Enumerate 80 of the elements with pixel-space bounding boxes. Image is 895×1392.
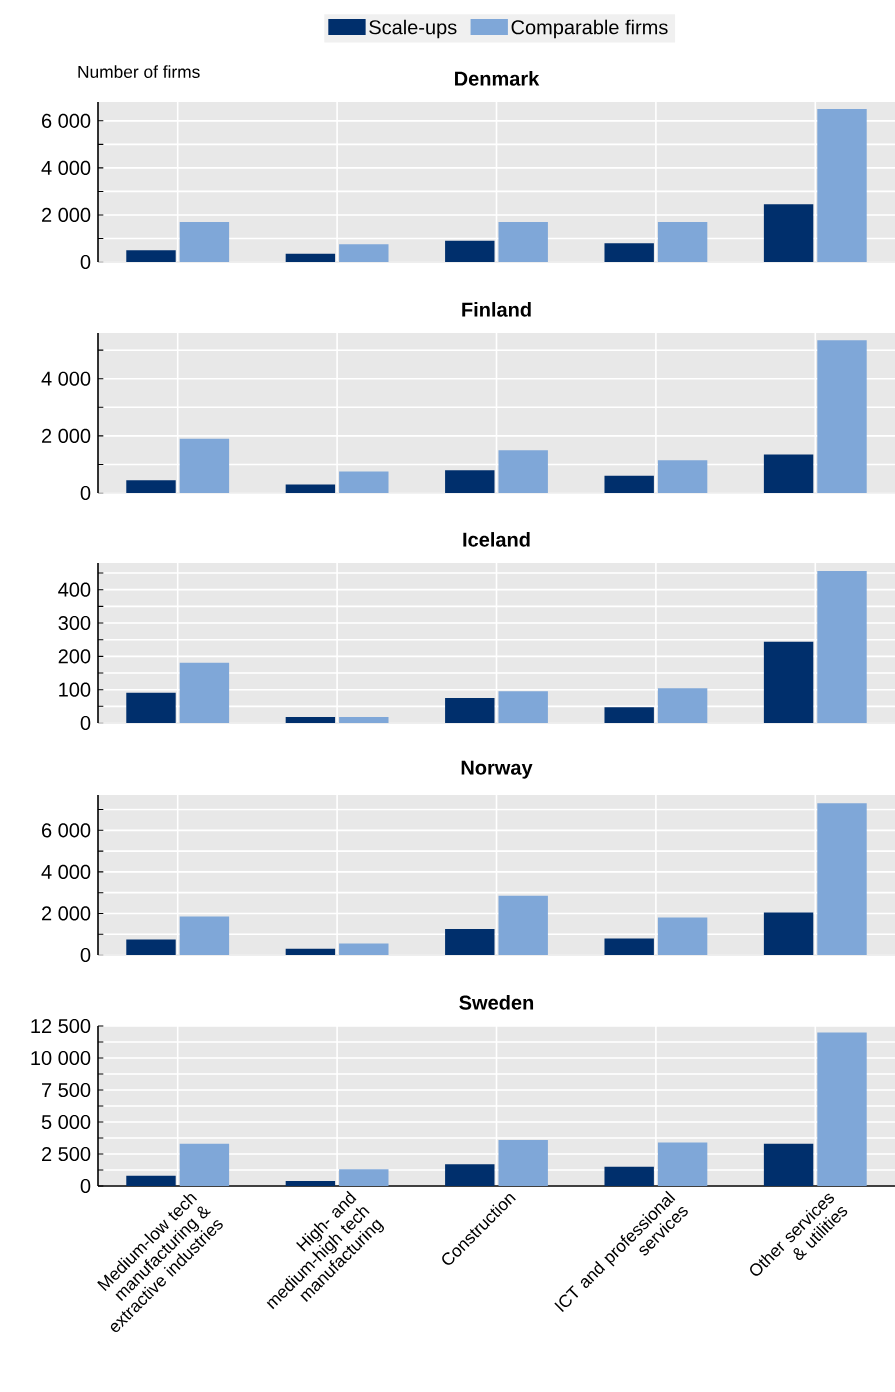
bar — [763, 912, 814, 955]
legend-label: Comparable firms — [511, 19, 668, 39]
bar — [339, 717, 389, 724]
bar — [657, 460, 708, 494]
y-tick-label: 0 — [80, 947, 91, 963]
bar — [498, 222, 548, 263]
bar — [657, 222, 708, 263]
bar — [817, 109, 867, 263]
bar — [817, 340, 867, 494]
y-tick-label: 12 500 — [31, 1018, 91, 1034]
bar — [285, 717, 336, 724]
y-tick-label: 2 000 — [42, 428, 91, 443]
bar — [498, 691, 548, 724]
y-tick-label: 4 000 — [41, 371, 91, 386]
bar — [657, 917, 708, 955]
bar — [126, 1175, 176, 1187]
bar — [445, 698, 495, 724]
bar — [498, 450, 548, 494]
y-tick-label: 0 — [80, 715, 91, 731]
bar — [657, 688, 708, 724]
bar — [179, 1143, 230, 1187]
bar — [126, 250, 176, 263]
chart-title: Sweden — [459, 995, 534, 1010]
y-tick-label: 0 — [80, 1178, 91, 1194]
chart-title: Norway — [461, 760, 533, 779]
y-tick-label: 100 — [59, 682, 91, 697]
y-tick-label: 10 000 — [31, 1050, 91, 1066]
y-tick-label: 4 000 — [41, 160, 91, 175]
chart-title: Iceland — [463, 532, 530, 547]
bar — [817, 1032, 867, 1187]
bar — [498, 1139, 548, 1187]
bar — [339, 244, 389, 263]
bar — [126, 480, 176, 494]
chart-title: Denmark — [455, 71, 540, 86]
y-tick-label: 5 000 — [41, 1114, 91, 1130]
bar — [179, 916, 230, 955]
bar — [604, 938, 654, 955]
y-tick-label: 6 000 — [42, 823, 91, 838]
bar — [604, 475, 654, 494]
bar — [285, 484, 336, 494]
bar — [445, 929, 495, 955]
y-tick-label: 300 — [58, 615, 91, 631]
y-tick-label: 6 000 — [42, 113, 91, 128]
bar — [604, 1166, 654, 1187]
y-axis-title: Number of firms — [78, 65, 200, 78]
y-tick-label: 0 — [80, 254, 91, 270]
bar — [763, 204, 814, 263]
bar — [285, 1180, 336, 1187]
bar — [179, 438, 230, 494]
bar — [126, 692, 176, 724]
bar — [445, 470, 495, 494]
bar — [179, 222, 230, 263]
bar — [285, 948, 336, 955]
bar — [763, 641, 814, 724]
y-tick-label: 2 000 — [42, 906, 91, 921]
legend-label: Scale-ups — [369, 19, 457, 39]
bar — [339, 943, 389, 955]
chart-title: Finland — [462, 302, 531, 317]
bar — [604, 243, 654, 263]
bar — [339, 1169, 389, 1187]
y-tick-label: 2 500 — [42, 1146, 91, 1162]
bar — [285, 253, 336, 263]
y-tick-label: 0 — [80, 485, 91, 501]
bar — [445, 240, 495, 263]
y-tick-label: 4 000 — [41, 864, 91, 879]
y-tick-label: 200 — [58, 649, 91, 664]
bar — [817, 803, 867, 955]
y-tick-label: 7 500 — [42, 1082, 91, 1098]
bar — [498, 895, 548, 955]
bar — [445, 1164, 495, 1187]
y-tick-label: 2 000 — [42, 207, 91, 223]
bar — [657, 1142, 708, 1187]
y-tick-label: 400 — [58, 582, 91, 597]
bar — [179, 662, 230, 724]
bar — [763, 454, 814, 494]
bar — [339, 471, 389, 494]
bar — [817, 571, 867, 724]
bar — [604, 707, 654, 724]
bar — [126, 939, 176, 955]
bar — [763, 1143, 814, 1187]
